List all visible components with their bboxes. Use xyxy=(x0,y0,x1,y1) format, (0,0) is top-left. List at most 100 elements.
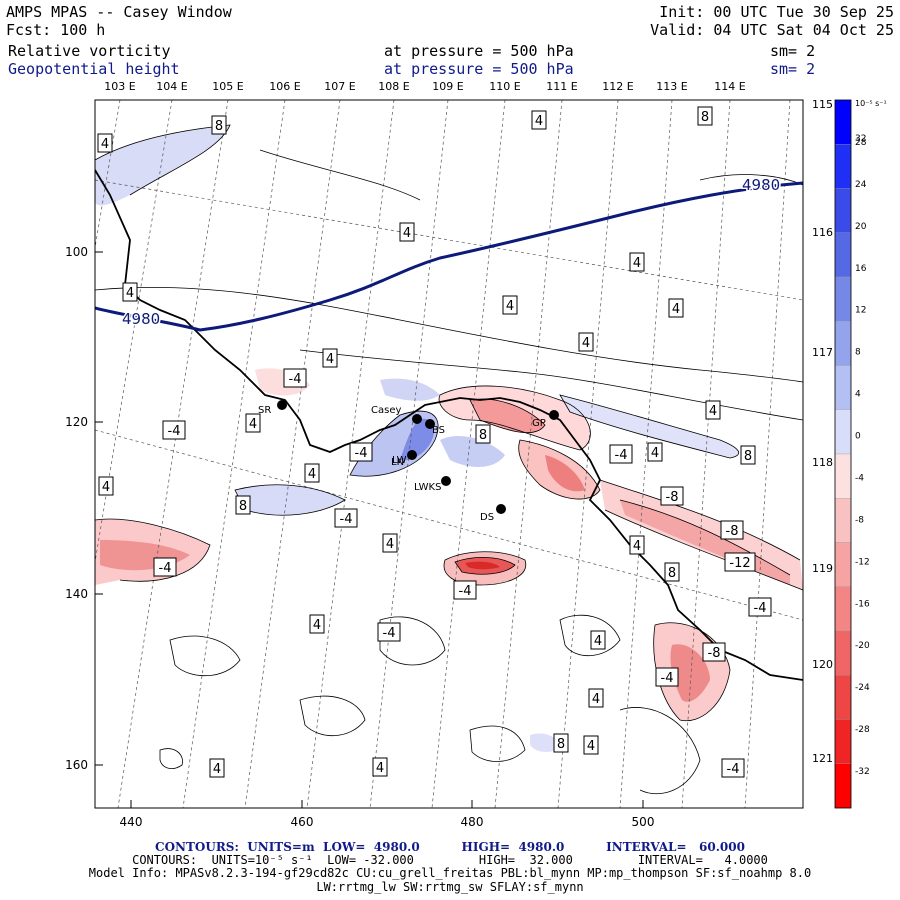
top-longitude-label: 106 E xyxy=(269,80,300,93)
footer-physics: LW:rrtmg_lw SW:rrtmg_sw SFLAY:sf_mynn xyxy=(316,880,584,894)
top-longitude-label: 111 E xyxy=(546,80,577,93)
colorbar-segment xyxy=(834,542,852,587)
colorbar-tick-label: 32 xyxy=(855,134,866,144)
y-tick-label: 160 xyxy=(65,758,88,772)
footer-vorticity-contours: CONTOURS: UNITS=10⁻⁵ s⁻¹ LOW= -32.000 HI… xyxy=(132,853,768,867)
field2-name: Geopotential height xyxy=(8,60,180,78)
contour-value-box: 4 xyxy=(98,476,114,496)
colorbar-tick-label: -16 xyxy=(855,599,870,609)
contour-value-text: -8 xyxy=(726,524,739,539)
field1-smoothing: sm= 2 xyxy=(770,42,816,60)
colorbar-tick-label: 0 xyxy=(855,432,861,442)
colorbar-segment xyxy=(834,586,852,632)
contour-value-text: -4 xyxy=(754,601,767,616)
colorbar-segment xyxy=(834,409,852,455)
contour-value-text: -4 xyxy=(661,671,674,686)
contour-value-text: 8 xyxy=(668,566,676,581)
contour-value-text: 8 xyxy=(239,499,247,514)
contour-value-box: -4 xyxy=(377,622,401,642)
top-longitude-label: 112 E xyxy=(602,80,633,93)
map-title: AMPS MPAS -- Casey Window xyxy=(6,3,232,21)
height-contour-4980 xyxy=(95,181,803,332)
colorbar-tick-label: -4 xyxy=(855,473,864,483)
contour-value-text: 8 xyxy=(215,119,223,134)
contour-value-text: -4 xyxy=(168,424,181,439)
contour-value-text: 4 xyxy=(102,480,110,495)
contour-value-text: -4 xyxy=(159,561,172,576)
contour-value-box: -8 xyxy=(720,520,744,540)
colorbar-tick-label: 28 xyxy=(855,138,867,148)
station-label: BS xyxy=(432,425,445,436)
station-dot xyxy=(277,400,287,410)
station-dot xyxy=(407,450,417,460)
contour-value-box: 4 xyxy=(382,533,398,553)
station-label: Casey xyxy=(371,405,401,416)
contour-value-text: -8 xyxy=(666,490,679,505)
top-longitude-label: 110 E xyxy=(489,80,520,93)
footer-model-info: Model Info: MPASv8.2.3-194-gf29cd82c CU:… xyxy=(88,866,812,880)
contour-value-text: 4 xyxy=(633,539,641,554)
contour-value-text: -4 xyxy=(289,372,302,387)
contour-value-text: 4 xyxy=(213,762,221,777)
contour-value-text: 8 xyxy=(557,737,565,752)
contour-value-box: 4 xyxy=(531,110,547,130)
contour-value-box: 4 xyxy=(97,133,113,153)
station-label: DS xyxy=(480,512,494,523)
contour-value-box: 4 xyxy=(578,332,594,352)
contour-value-box: 4 xyxy=(309,614,325,634)
contour-value-box: -4 xyxy=(162,420,186,440)
y-tick-label: 120 xyxy=(65,415,88,429)
colorbar-tick-label: 8 xyxy=(855,348,861,358)
colorbar-tick-label: -28 xyxy=(855,725,870,735)
contour-value-text: 4 xyxy=(651,446,659,461)
colorbar-segment xyxy=(834,99,852,145)
contour-value-text: 4 xyxy=(101,137,109,152)
contour-value-box: -8 xyxy=(702,642,726,662)
contour-value-box: 4 xyxy=(588,688,604,708)
contour-value-text: 4 xyxy=(633,256,641,271)
colorbar-segment xyxy=(834,188,852,233)
contour-value-text: 8 xyxy=(701,110,709,125)
colorbar-segment xyxy=(834,232,852,278)
contour-value-box: 4 xyxy=(304,463,320,483)
top-longitude-label: 107 E xyxy=(324,80,355,93)
contour-value-text: 8 xyxy=(744,449,752,464)
contour-value-text: -12 xyxy=(729,556,750,571)
contour-value-box: 4 xyxy=(399,222,415,242)
contour-value-text: 4 xyxy=(535,114,543,129)
top-longitude-label: 109 E xyxy=(432,80,463,93)
contour-value-text: 4 xyxy=(709,404,717,419)
x-tick-label: 500 xyxy=(632,815,655,829)
contour-value-text: 8 xyxy=(479,428,487,443)
colorbar-tick-label: 4 xyxy=(855,390,861,400)
coastline xyxy=(95,169,803,681)
contour-value-box: 8 xyxy=(235,495,251,515)
contour-value-text: 4 xyxy=(313,618,321,633)
contour-value-text: 4 xyxy=(126,286,134,301)
colorbar-tick-label: -32 xyxy=(855,767,870,777)
contour-value-box: 4 xyxy=(668,298,684,318)
colorbar-tick-label: -20 xyxy=(855,641,870,651)
contour-value-box: 4 xyxy=(209,758,225,778)
station-dot xyxy=(549,410,559,420)
contour-value-text: 4 xyxy=(592,692,600,707)
contour-value-text: 4 xyxy=(308,467,316,482)
contour-value-box: -4 xyxy=(349,442,373,462)
contour-value-box: 8 xyxy=(740,445,756,465)
station-dot xyxy=(496,504,506,514)
contour-value-text: -4 xyxy=(383,626,396,641)
contour-value-box: 8 xyxy=(475,424,491,444)
colorbar-segment xyxy=(834,675,852,720)
colorbar-segment xyxy=(834,144,852,189)
contour-value-box: 4 xyxy=(629,252,645,272)
top-longitude-label: 104 E xyxy=(156,80,187,93)
forecast-hour: Fcst: 100 h xyxy=(6,21,106,39)
field2-level: at pressure = 500 hPa xyxy=(384,60,574,78)
contour-value-box: 4 xyxy=(122,282,138,302)
field2-smoothing: sm= 2 xyxy=(770,60,816,78)
contour-value-box: 4 xyxy=(322,348,338,368)
contour-labels: 4 8 4 8 4 4 4 4 4 4 4 -4 4 4 -4 8 -4 -4 4 8 4 4 -8 8 -4 -8 4 4 -12 -4… xyxy=(97,106,772,778)
field1-level: at pressure = 500 hPa xyxy=(384,42,574,60)
top-longitude-label: 105 E xyxy=(212,80,243,93)
